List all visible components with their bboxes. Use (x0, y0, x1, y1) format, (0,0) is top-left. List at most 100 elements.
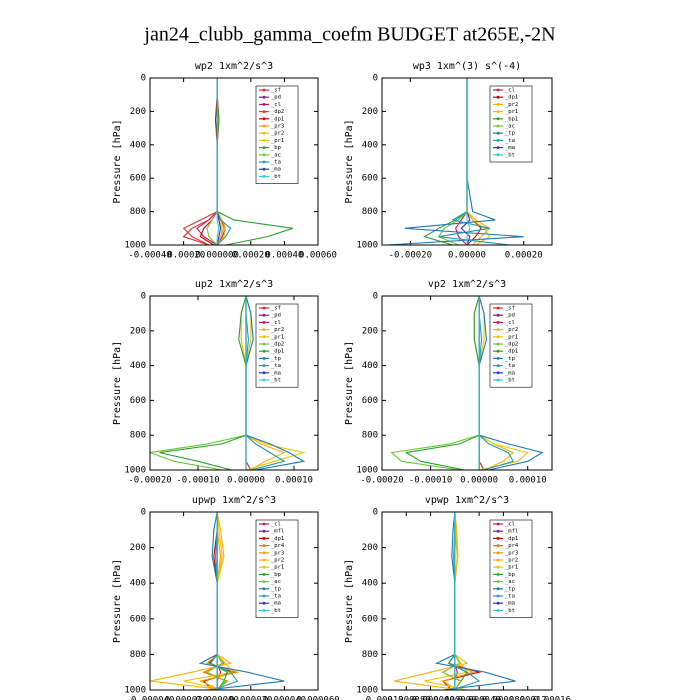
y-tick-label: 0 (141, 292, 146, 302)
y-tick-label: 800 (130, 207, 146, 217)
legend-box (489, 85, 533, 163)
legend-marker (496, 544, 500, 547)
y-tick-label: 200 (130, 326, 146, 336)
legend: _cl_dp1_pr2_pr1_bp1 _ac_tp_ta_ma_bt (489, 85, 533, 163)
y-tick-label: 600 (130, 614, 146, 624)
legend-label: _pr2 (271, 327, 284, 333)
legend-marker (496, 313, 500, 317)
series-line (466, 78, 471, 245)
legend-marker (262, 160, 266, 164)
legend-marker (262, 139, 266, 142)
legend-marker (496, 371, 500, 375)
legend-box (255, 519, 299, 618)
panel-title: wp3 1xm^(3) s^(-4) (413, 61, 521, 72)
legend-label: _pr1 (505, 109, 518, 115)
legend-marker (262, 131, 266, 135)
panel-title: up2 1xm^2/s^3 (195, 279, 273, 290)
legend-marker (262, 103, 266, 106)
legend-label: _bp (271, 145, 281, 151)
y-tick-label: 200 (362, 326, 378, 336)
legend-marker (496, 131, 500, 135)
legend-marker (496, 609, 500, 612)
legend-marker (262, 594, 266, 598)
y-tick-label: 200 (130, 107, 146, 117)
y-tick-label: 0 (373, 292, 378, 302)
legend-label: _pd (271, 95, 281, 101)
legend-label: _dp2 (271, 109, 284, 115)
legend-marker (496, 342, 500, 346)
legend-marker (496, 349, 500, 353)
legend-label: _pr2 (505, 327, 518, 333)
x-tick-label: 0.00060 (299, 251, 337, 261)
legend-marker (262, 88, 266, 92)
legend-marker (262, 378, 266, 382)
y-tick-label: 800 (130, 431, 146, 441)
legend-box (489, 519, 533, 618)
legend-label: _ta (271, 363, 281, 369)
x-tick-label: 0.00000 (460, 476, 498, 486)
panel: vp2 1xm^2/s^3 Pressure [hPa] 0 200 400 600 800… (344, 279, 553, 486)
legend-label: _mfl (505, 529, 518, 535)
legend-marker (262, 124, 266, 128)
legend-marker (262, 146, 266, 150)
legend-label: _tp (271, 586, 281, 592)
y-tick-label: 1000 (124, 466, 146, 476)
legend-marker (262, 573, 266, 576)
legend-label: _ma (505, 370, 515, 376)
legend-label: _cl (271, 522, 281, 528)
legend-marker (262, 558, 266, 562)
legend-label: _bt (505, 152, 515, 158)
legend-marker (262, 335, 266, 339)
legend: _sf_pd_cl_dp2_dp1 _pr3_pr2_pr1_bp_ac _ta_m… (255, 85, 299, 184)
x-tick-label: 0.00012 (509, 696, 547, 700)
series-line (216, 78, 220, 245)
figure-title: jan24_clubb_gamma_coefm BUDGET at265E,-2… (143, 24, 555, 46)
legend-marker (262, 349, 266, 353)
y-tick-label: 0 (373, 74, 378, 84)
legend-label: _pr1 (271, 334, 284, 340)
legend-marker (496, 378, 500, 382)
legend-label: _pr4 (505, 543, 519, 549)
legend-label: _bp1 (505, 116, 518, 122)
legend-label: _sf (271, 88, 281, 94)
x-tick-label: 0.00010 (275, 476, 313, 486)
legend-label: _pr3 (271, 550, 284, 556)
legend-marker (496, 357, 500, 360)
x-tick-label: -0.00020 (162, 251, 205, 261)
panel-title: vpwp 1xm^2/s^3 (425, 495, 509, 506)
legend-box (255, 85, 299, 184)
legend-marker (262, 306, 266, 310)
legend-label: _ac (505, 579, 515, 585)
legend-marker (496, 124, 500, 128)
legend-label: _cl (505, 88, 515, 94)
legend-marker (496, 594, 500, 598)
legend-label: _tp (505, 131, 515, 137)
legend-label: _tp (271, 356, 281, 362)
legend-label: _cl (271, 102, 281, 108)
x-tick-label: 0.000040 (263, 696, 306, 700)
legend-marker (262, 544, 266, 547)
plot-frame (149, 511, 319, 691)
legend-label: _bt (505, 378, 515, 384)
legend-label: _bp (505, 572, 515, 578)
x-tick-label: -0.00020 (128, 476, 171, 486)
x-tick-label: 0.000040 (457, 696, 500, 700)
x-tick-label: -0.00020 (360, 476, 403, 486)
legend-label: _dp1 (271, 116, 284, 122)
x-tick-label: -0.00010 (176, 476, 219, 486)
legend-label: _pr2 (505, 102, 518, 108)
legend-label: _dp1 (505, 536, 518, 542)
y-tick-label: 600 (362, 614, 378, 624)
y-tick-label: 200 (362, 543, 378, 553)
legend-marker (262, 601, 266, 605)
legend-marker (496, 117, 500, 121)
plot-frame (381, 511, 553, 691)
legend-label: _cl (505, 522, 515, 528)
legend-marker (496, 551, 500, 555)
legend-marker (496, 103, 500, 106)
legend-marker (262, 522, 266, 526)
x-tick-label: 0.000000 (433, 696, 476, 700)
y-axis-label: Pressure [hPa] (344, 559, 355, 643)
